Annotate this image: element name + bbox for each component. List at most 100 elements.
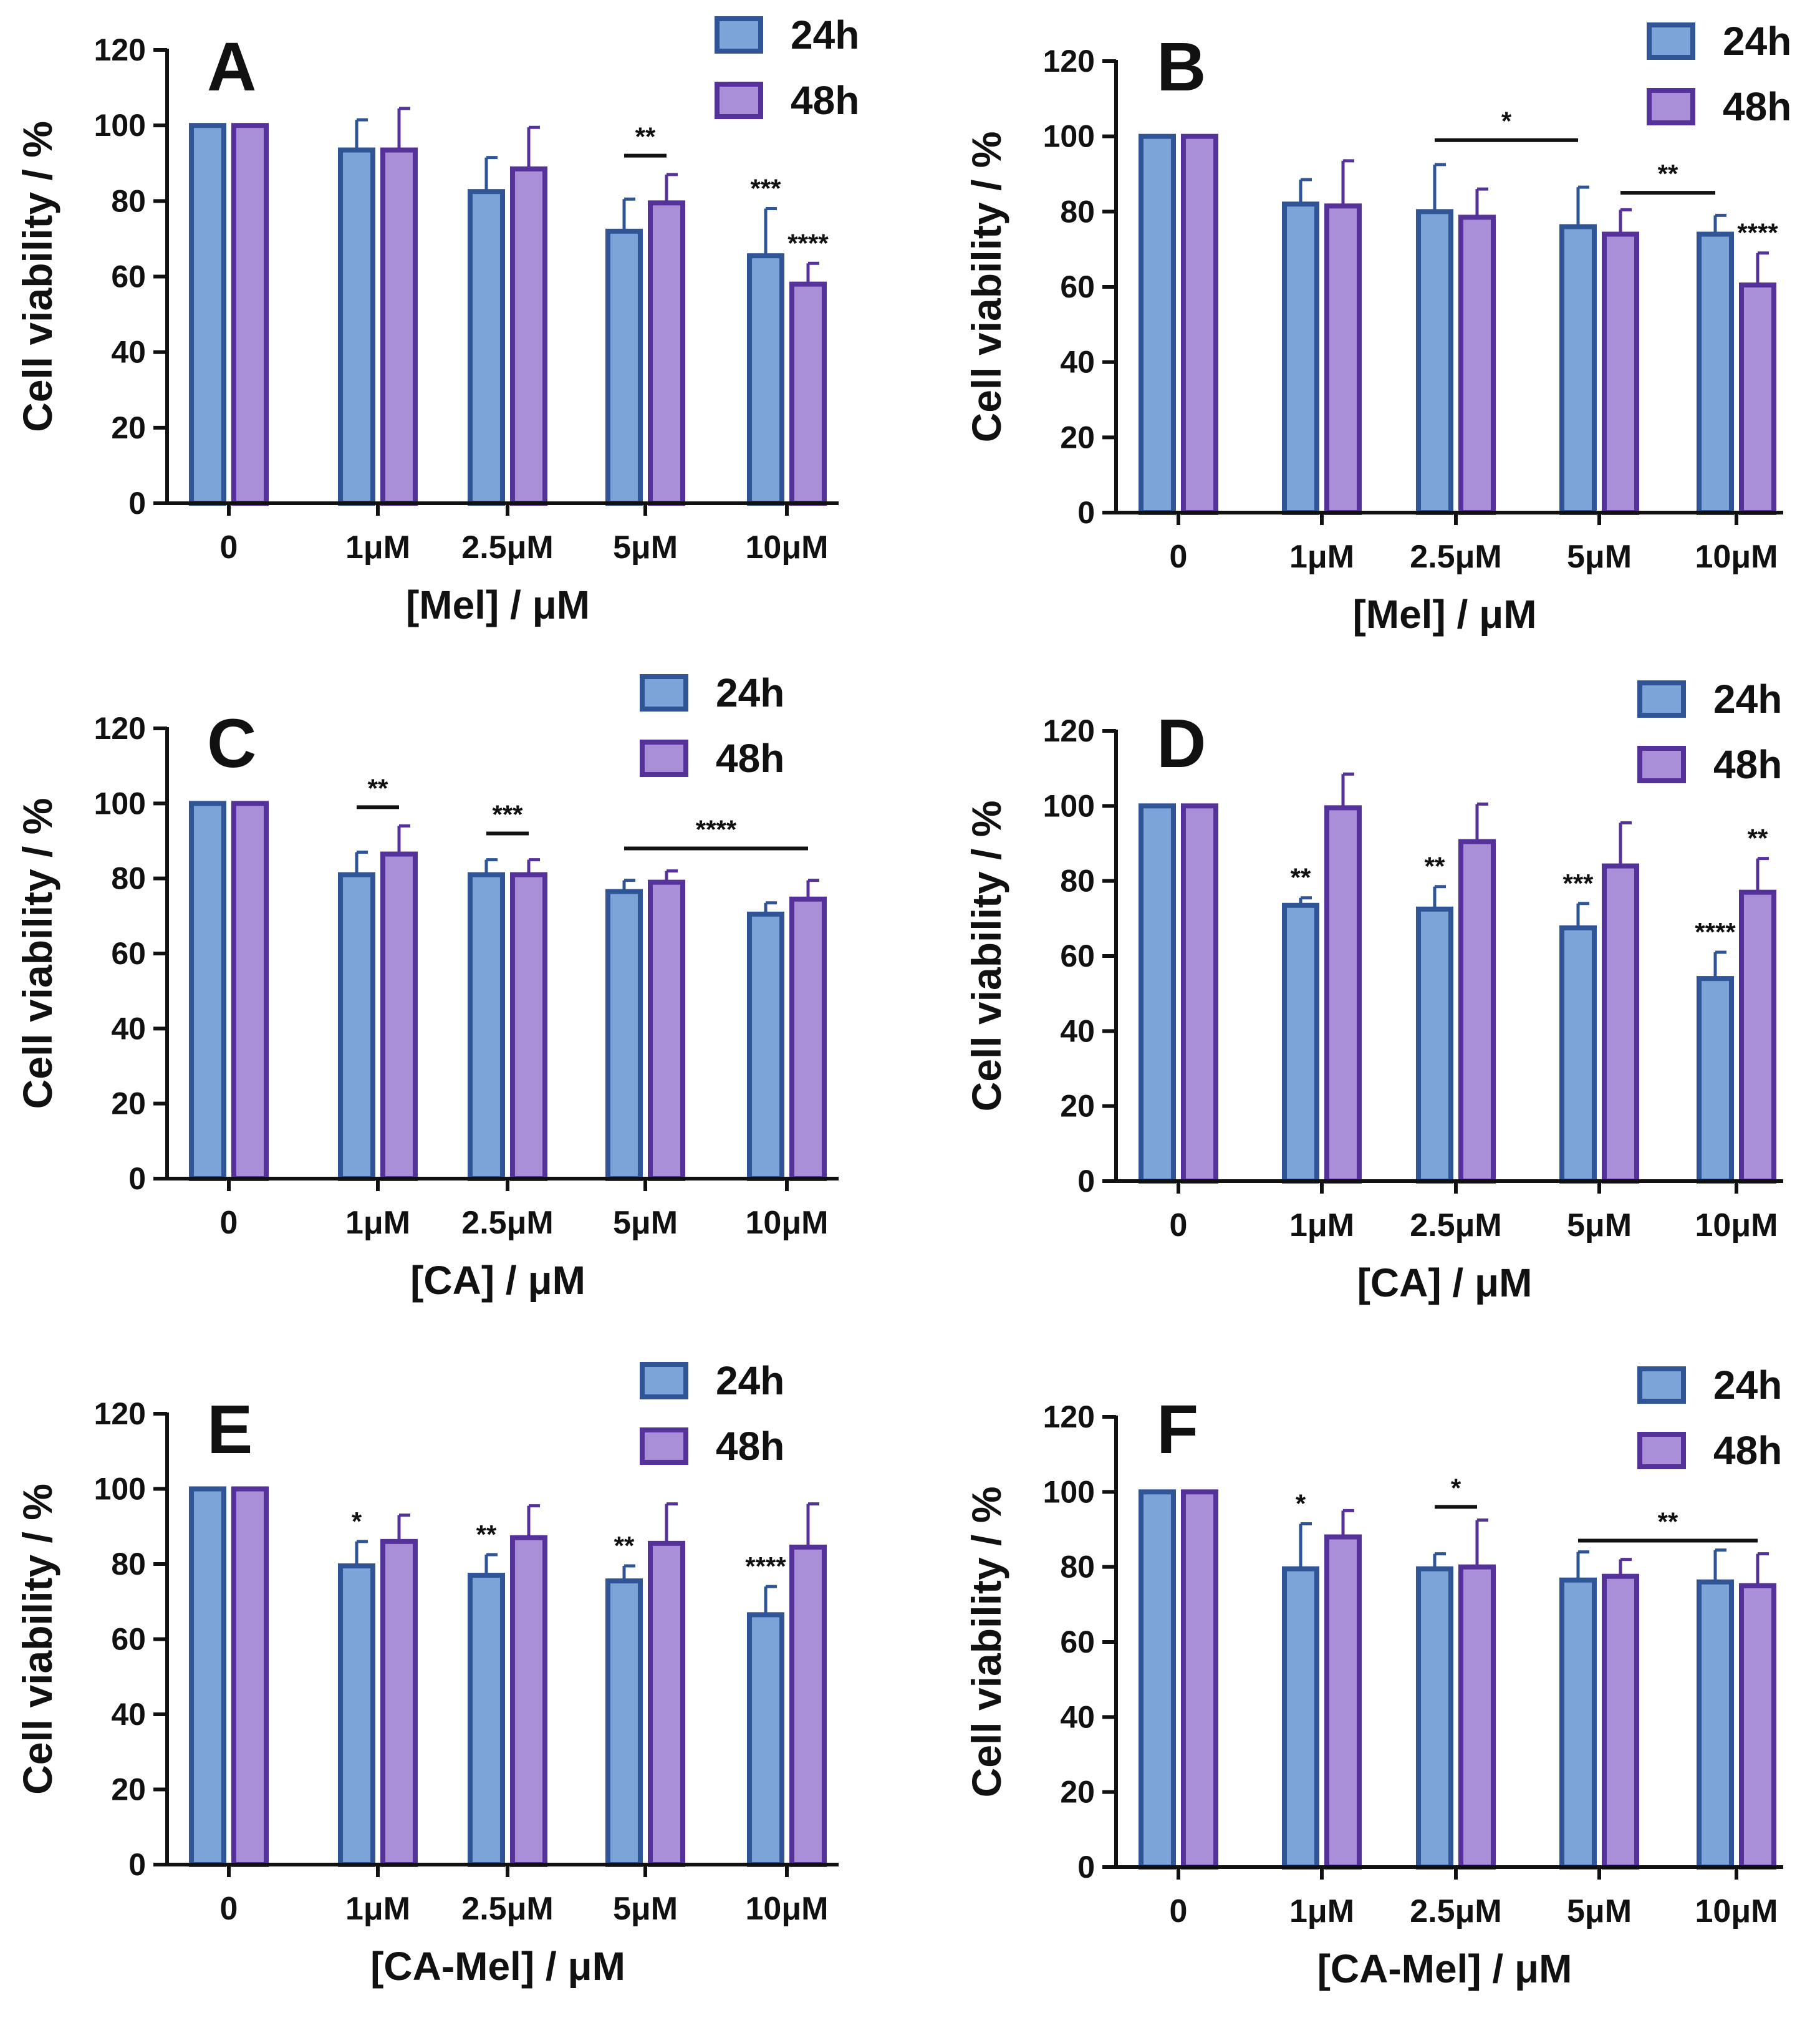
y-tick-label: 60: [1060, 939, 1095, 973]
chart-panel-e: 0 20 40 60 80 100 120 0 1μM 2.5μM 5μM 10μM [CA-Mel] …: [14, 1358, 839, 1989]
y-tick-label: 60: [1060, 1625, 1095, 1659]
y-tick-label: 40: [1060, 1699, 1095, 1734]
y-axis-label: Cell viability / %: [14, 1484, 60, 1795]
legend-label-24h: 24h: [716, 670, 784, 715]
bar-48h-5μM: [1602, 863, 1639, 1184]
legend-label-24h: 24h: [791, 12, 859, 57]
significance-label: **: [635, 122, 656, 152]
x-tick-label: 2.5μM: [1410, 1207, 1501, 1243]
bar-24h-2.5μM: [468, 872, 505, 1182]
legend-swatch-24h: [640, 1362, 688, 1399]
y-tick-label: 40: [111, 335, 146, 370]
x-tick-label: 0: [1170, 1893, 1188, 1929]
legend-swatch-48h: [715, 82, 763, 119]
x-tick-label: 5μM: [613, 1205, 678, 1241]
x-tick-label: 1μM: [345, 1891, 410, 1927]
x-axis-label: [CA-Mel] / μM: [370, 1944, 625, 1989]
bar-48h-0: [1181, 133, 1218, 515]
bar-48h-10μM: [1739, 1583, 1776, 1870]
y-axis-label: Cell viability / %: [963, 801, 1009, 1112]
y-tick-label: 20: [1060, 1775, 1095, 1810]
bar-24h-2.5μM: [1416, 209, 1453, 515]
y-tick-label: 100: [1043, 119, 1095, 154]
legend-swatch-24h: [1637, 680, 1686, 718]
x-tick-label: 5μM: [1567, 1893, 1632, 1929]
x-axis-label: [Mel] / μM: [1352, 592, 1536, 637]
bar-24h-2.5μM: [1416, 1566, 1453, 1870]
significance-label: **: [1291, 863, 1311, 892]
bar-48h-0: [231, 123, 269, 506]
bar-24h-5μM: [605, 1578, 643, 1868]
bar-48h-1μM: [380, 851, 418, 1181]
y-tick-label: 80: [1060, 864, 1095, 899]
y-tick-label: 100: [94, 108, 146, 143]
legend-label-24h: 24h: [716, 1358, 784, 1403]
x-axis-label: [CA-Mel] / μM: [1317, 1946, 1572, 1991]
bar-24h-0: [1139, 1489, 1176, 1870]
bar-24h-1μM: [338, 147, 375, 506]
bar-48h-5μM: [1602, 231, 1639, 515]
y-tick-label: 120: [1043, 713, 1095, 748]
bar-24h-1μM: [338, 1563, 375, 1867]
chart-panel-d: 0 20 40 60 80 100 120 0 1μM 2.5μM 5μM 10μM [CA] / μM…: [963, 677, 1783, 1305]
significance-label: ****: [787, 228, 829, 258]
legend-swatch-24h: [1647, 22, 1695, 60]
bar-24h-0: [1139, 133, 1176, 515]
significance-label: **: [614, 1531, 635, 1560]
y-tick-label: 80: [1060, 1550, 1095, 1585]
bar-24h-10μM: [747, 911, 784, 1181]
bar-48h-1μM: [1324, 805, 1362, 1184]
bar-48h-5μM: [648, 879, 685, 1182]
y-tick-label: 60: [111, 1622, 146, 1657]
x-tick-label: 10μM: [1695, 1893, 1778, 1929]
y-tick-label: 120: [94, 1396, 146, 1431]
bar-48h-0: [1181, 803, 1218, 1184]
bar-24h-10μM: [747, 253, 784, 506]
significance-label: ****: [1695, 917, 1736, 947]
x-tick-label: 5μM: [613, 1891, 678, 1927]
bar-48h-10μM: [789, 896, 827, 1181]
y-tick-label: 0: [1077, 1850, 1095, 1885]
y-axis-label: Cell viability / %: [963, 132, 1009, 443]
panel-letter: D: [1157, 705, 1206, 782]
chart-panel-f: 0 20 40 60 80 100 120 0 1μM 2.5μM 5μM 10μM [CA-Mel] …: [963, 1363, 1783, 1991]
y-tick-label: 120: [1043, 1399, 1095, 1434]
x-tick-label: 2.5μM: [461, 1891, 553, 1927]
bar-48h-0: [231, 801, 269, 1182]
x-tick-label: 10μM: [1695, 1207, 1778, 1243]
y-axis-label: Cell viability / %: [14, 121, 60, 432]
legend-swatch-48h: [1637, 1432, 1686, 1469]
y-tick-label: 120: [94, 32, 146, 67]
y-tick-label: 0: [128, 1847, 146, 1882]
y-tick-label: 20: [1060, 1089, 1095, 1124]
bar-48h-5μM: [648, 200, 685, 506]
legend-label-24h: 24h: [1713, 677, 1782, 722]
bar-24h-1μM: [1282, 201, 1319, 515]
y-tick-label: 80: [111, 183, 146, 218]
legend-swatch-48h: [1647, 88, 1695, 125]
x-tick-label: 2.5μM: [461, 529, 553, 566]
y-tick-label: 120: [1043, 44, 1095, 79]
y-tick-label: 80: [111, 1547, 146, 1581]
y-tick-label: 80: [111, 861, 146, 896]
bar-24h-1μM: [1282, 902, 1319, 1184]
bar-24h-2.5μM: [468, 189, 505, 506]
bar-24h-0: [1139, 803, 1176, 1184]
bar-48h-10μM: [1739, 889, 1776, 1184]
y-tick-label: 100: [1043, 1474, 1095, 1509]
bar-48h-2.5μM: [1458, 1564, 1496, 1870]
significance-label: ****: [696, 815, 737, 844]
x-tick-label: 10μM: [746, 1891, 829, 1927]
y-tick-label: 40: [111, 1697, 146, 1732]
y-tick-label: 0: [128, 486, 146, 521]
x-tick-label: 0: [220, 529, 238, 566]
y-tick-label: 20: [111, 1086, 146, 1121]
y-tick-label: 40: [1060, 1013, 1095, 1048]
y-tick-label: 60: [111, 936, 146, 971]
